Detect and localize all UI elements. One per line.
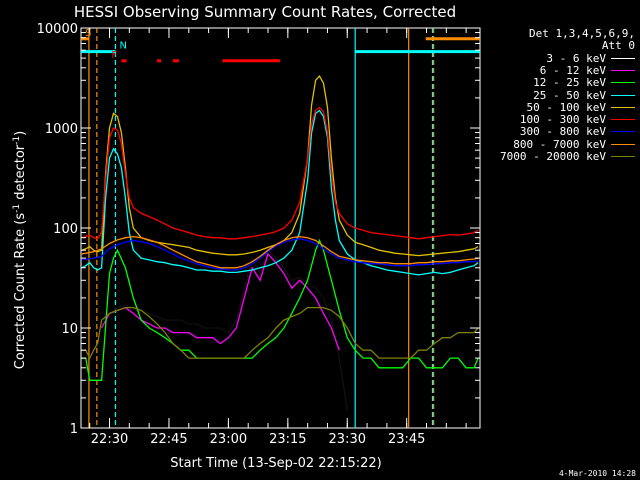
legend-entry-label: 800 - 7000 keV: [513, 137, 606, 151]
series-line-5: [81, 106, 479, 240]
x-tick-label-5: 23:45: [388, 432, 425, 447]
legend-entry: 6 - 12 keV: [485, 63, 635, 77]
series-line-6: [81, 238, 479, 271]
legend-swatch: [611, 131, 635, 133]
series-line-2: [81, 238, 479, 381]
legend-entry-label: 7000 - 20000 keV: [500, 150, 606, 164]
x-tick-label-3: 23:15: [269, 432, 306, 447]
legend-swatch: [611, 94, 635, 96]
flag-label-N: N: [119, 41, 126, 52]
legend-entry: 25 - 50 keV: [485, 88, 635, 102]
chart-title: HESSI Observing Summary Count Rates, Cor…: [74, 3, 456, 21]
series-line-3: [81, 109, 479, 276]
x-tick-label-4: 23:30: [329, 432, 366, 447]
legend-swatch: [611, 69, 635, 71]
legend-swatch: [611, 119, 635, 121]
plot-area: S NF 1 10 100 1000 10000 22:30 22:45 23:00 23:15 23…: [37, 22, 481, 447]
legend-entry-label: 12 - 25 keV: [533, 76, 606, 90]
legend-swatch: [611, 57, 635, 59]
x-tick-label-1: 22:45: [150, 432, 187, 447]
legend-detector-line-2: Att 0: [601, 39, 635, 52]
legend-entry: 800 - 7000 keV: [485, 137, 635, 151]
legend-entry-label: 50 - 100 keV: [526, 100, 606, 114]
y-tick-label-4: 10000: [37, 22, 78, 37]
legend-detector-line-1: Det 1,3,4,5,6,9,: [529, 27, 635, 40]
series-line-8: [81, 306, 479, 360]
legend-swatch: [611, 82, 635, 84]
legend-swatch: [611, 156, 635, 158]
legend-entry: 100 - 300 keV: [485, 113, 635, 127]
legend-entry-label: 25 - 50 keV: [533, 88, 606, 102]
y-tick-label-0: 1: [70, 422, 78, 437]
y-axis-label: Corrected Count Rate (s-1 detector-1): [12, 131, 28, 369]
legend-entry: 7000 - 20000 keV: [485, 150, 635, 164]
legend-entry-label: 6 - 12 keV: [539, 63, 606, 77]
legend-entry: 300 - 800 keV: [485, 125, 635, 139]
legend-entry-label: 300 - 800 keV: [519, 125, 606, 139]
legend-entry: 50 - 100 keV: [485, 100, 635, 114]
series-line-4: [81, 75, 479, 257]
y-tick-label-2: 100: [53, 222, 78, 237]
y-tick-label-1: 10: [61, 322, 78, 337]
legend-entry: 12 - 25 keV: [485, 76, 635, 90]
legend: Det 1,3,4,5,6,9, Att 0 3 - 6 keV 6 - 12 k…: [485, 28, 635, 163]
legend-swatch: [611, 143, 635, 145]
legend-entry: 3 - 6 keV: [485, 51, 635, 65]
x-axis-label: Start Time (13-Sep-02 22:15:22): [170, 456, 381, 471]
y-tick-label-3: 1000: [45, 122, 78, 137]
x-tick-label-0: 22:30: [91, 432, 128, 447]
legend-swatch: [611, 106, 635, 108]
legend-entry-label: 3 - 6 keV: [546, 51, 606, 65]
flag-label-F: F: [111, 50, 117, 61]
legend-entry-label: 100 - 300 keV: [519, 113, 606, 127]
timestamp: 4-Mar-2010 14:28: [558, 469, 636, 478]
x-tick-label-2: 23:00: [210, 432, 247, 447]
flag-label-S: S: [85, 28, 91, 39]
series-line-7: [81, 235, 479, 269]
